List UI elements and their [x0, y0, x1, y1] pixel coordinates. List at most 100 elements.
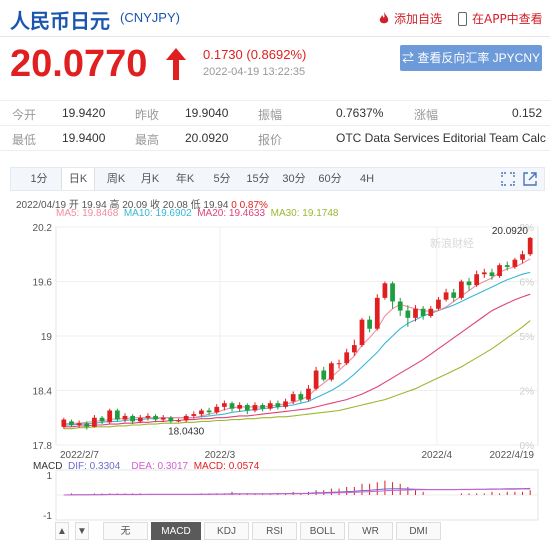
candle-body — [481, 272, 487, 275]
candle-body — [283, 401, 288, 407]
tab-15min[interactable]: 15分 — [246, 173, 270, 185]
candle-body — [459, 281, 464, 298]
stat-value: 19.9040 — [185, 106, 229, 120]
indicator-kdj[interactable]: KDJ — [204, 522, 249, 540]
candle-body — [497, 265, 502, 277]
macd-legend: MACD DIF: 0.3304 DEA: 0.3017 MACD: 0.057… — [33, 461, 259, 472]
add-favorite-button[interactable]: 添加自选 — [378, 10, 442, 27]
indicator-rsi[interactable]: RSI — [252, 522, 297, 540]
candle-body — [436, 299, 441, 309]
tab-weekly[interactable]: 周K — [106, 173, 126, 185]
candle-body — [160, 417, 166, 420]
ohlc-info: 2022/04/19 开 19.94 高 20.09 收 20.08 低 19.… — [16, 196, 268, 211]
stats-divider — [0, 150, 550, 151]
candle-body — [114, 410, 120, 420]
candle-body — [76, 423, 82, 426]
tab-1min[interactable]: 1分 — [30, 173, 48, 185]
reverse-rate-button[interactable]: ⇄ 查看反向汇率 JPYCNY — [400, 45, 542, 71]
candle-body — [504, 265, 510, 267]
candle-body — [359, 319, 365, 346]
indicator-boll[interactable]: BOLL — [300, 522, 345, 540]
ma20-line — [63, 293, 531, 428]
reverse-rate-label: 查看反向汇率 JPYCNY — [417, 51, 541, 65]
indicator-wr[interactable]: WR — [348, 522, 393, 540]
candle-body — [260, 405, 265, 409]
tab-monthly[interactable]: 月K — [140, 173, 160, 185]
candle-body — [351, 345, 357, 353]
indicator-macd[interactable]: MACD — [151, 522, 201, 540]
ma10-legend: MA10: 19.6902 — [123, 208, 192, 219]
y-tick-label: 18.4 — [33, 387, 53, 398]
view-in-app-link[interactable]: 在APP中查看 — [458, 10, 543, 27]
watermark: 新浪财经 — [430, 236, 474, 250]
add-favorite-label: 添加自选 — [394, 12, 443, 26]
settings-icon[interactable] — [523, 172, 537, 186]
candle-body — [313, 370, 319, 389]
ohlc-open: 开 19.94 — [68, 200, 107, 211]
candle-body — [183, 415, 189, 421]
flame-icon — [379, 12, 389, 24]
candle-body — [489, 272, 495, 277]
price-change: 0.1730 (0.8692%) — [203, 47, 307, 62]
candle-body — [222, 403, 227, 407]
header: 人民币日元 (CNYJPY) 添加自选 在APP中查看 — [0, 0, 550, 36]
pct-tick-label: 0% — [520, 441, 535, 452]
candle-body — [84, 423, 90, 427]
stat-label: 报价 — [258, 133, 283, 147]
candle-body — [237, 405, 243, 409]
ma-legend: MA5: 19.8468 MA10: 19.6902 MA20: 19.4633… — [56, 208, 338, 219]
candle-body — [176, 420, 181, 422]
candle-body — [374, 297, 380, 329]
candle-body — [382, 283, 388, 298]
indicator-none[interactable]: 无 — [103, 522, 148, 540]
indicator-dmi[interactable]: DMI — [396, 522, 441, 540]
pct-tick-label: 5% — [520, 332, 535, 343]
stat-label: 今开 — [12, 108, 37, 122]
macd-y-tick: 1 — [46, 471, 52, 482]
candle-body — [275, 403, 281, 407]
symbol-code: (CNYJPY) — [120, 10, 180, 25]
macd-dea: DEA: 0.3017 — [131, 461, 189, 472]
ma30-line — [63, 320, 531, 430]
candle-body — [122, 415, 128, 420]
candle-body — [390, 283, 395, 302]
candle-body — [397, 301, 403, 311]
swap-icon: ⇄ — [401, 51, 418, 65]
candle-body — [191, 414, 197, 416]
stat-label: 振幅 — [258, 108, 283, 122]
tab-yearly[interactable]: 年K — [175, 173, 195, 185]
scroll-down-button[interactable]: ▼ — [75, 522, 89, 540]
candle-body — [420, 308, 426, 317]
tab-30min[interactable]: 30分 — [282, 173, 306, 185]
candle-body — [512, 259, 518, 267]
tab-daily[interactable]: 日K — [61, 168, 95, 190]
macd-y-tick: -1 — [43, 511, 52, 522]
low-label: 18.0430 — [168, 426, 205, 437]
header-divider — [0, 36, 550, 37]
candle-body — [329, 363, 334, 380]
tab-5min[interactable]: 5分 — [213, 173, 231, 185]
ohlc-high: 高 20.09 — [109, 200, 148, 211]
stat-label: 最高 — [135, 133, 160, 147]
candle-body — [336, 363, 342, 365]
candle-body — [344, 352, 350, 364]
kline-chart[interactable]: 20.2 19.6 19 18.4 17.8 8% 6% 5% 2% 0% 2022/2/7 2022… — [0, 217, 550, 522]
candle-body — [267, 403, 273, 409]
fullscreen-icon[interactable] — [501, 172, 515, 186]
candle-body — [206, 410, 212, 413]
stat-label: 涨幅 — [414, 108, 439, 122]
tab-60min[interactable]: 60分 — [318, 173, 342, 185]
candle-body — [405, 310, 411, 318]
candle-body — [199, 410, 204, 415]
candle-body — [306, 388, 311, 400]
ma30-legend: MA30: 19.1748 — [270, 208, 339, 219]
scroll-up-button[interactable]: ▲ — [55, 522, 69, 540]
candle-body — [428, 308, 434, 317]
view-in-app-label: 在APP中查看 — [472, 12, 543, 26]
x-tick-label: 2022/4 — [421, 450, 452, 461]
pct-tick-label: 2% — [520, 387, 535, 398]
candle-body — [321, 370, 327, 380]
candle-body — [527, 237, 533, 255]
period-tabs: 1分 日K 周K 月K 年K 5分 15分 30分 60分 4H — [10, 167, 545, 191]
tab-4h[interactable]: 4H — [359, 173, 375, 185]
